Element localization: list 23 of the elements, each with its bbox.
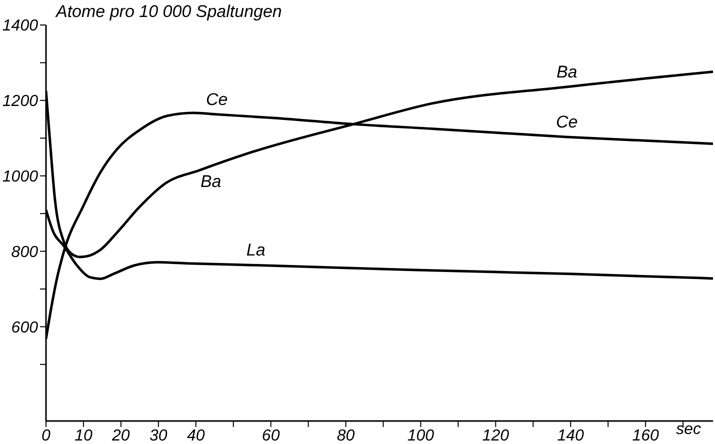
x-tick-label: 40 bbox=[186, 427, 205, 444]
x-tick-label: 10 bbox=[74, 427, 92, 444]
x-tick-label: 30 bbox=[150, 427, 168, 444]
x-tick-label: 20 bbox=[111, 427, 130, 444]
y-tick-label: 800 bbox=[11, 244, 38, 261]
annotation: Ba bbox=[556, 62, 578, 82]
y-axis-title: Atome pro 10 000 Spaltungen bbox=[56, 2, 282, 22]
annotation: Ce bbox=[556, 112, 578, 132]
x-tick-label: 140 bbox=[557, 427, 584, 444]
y-tick-label: 600 bbox=[11, 319, 38, 336]
x-tick-label: 160 bbox=[632, 427, 659, 444]
annotation: La bbox=[246, 240, 266, 260]
x-tick-label: 80 bbox=[336, 427, 355, 444]
annotation: Ce bbox=[206, 90, 228, 109]
x-tick-label: 120 bbox=[482, 427, 510, 444]
x-tick-label: 100 bbox=[407, 427, 434, 444]
y-tick-label: 1000 bbox=[2, 168, 38, 186]
x-axis-title: sec bbox=[676, 421, 701, 439]
y-tick-label: 1200 bbox=[2, 93, 38, 110]
x-tick-label: 0 bbox=[42, 427, 51, 444]
x-tick-label: 60 bbox=[262, 427, 280, 444]
annotation: Ba bbox=[200, 172, 222, 191]
y-tick-label: 1400 bbox=[2, 18, 38, 35]
